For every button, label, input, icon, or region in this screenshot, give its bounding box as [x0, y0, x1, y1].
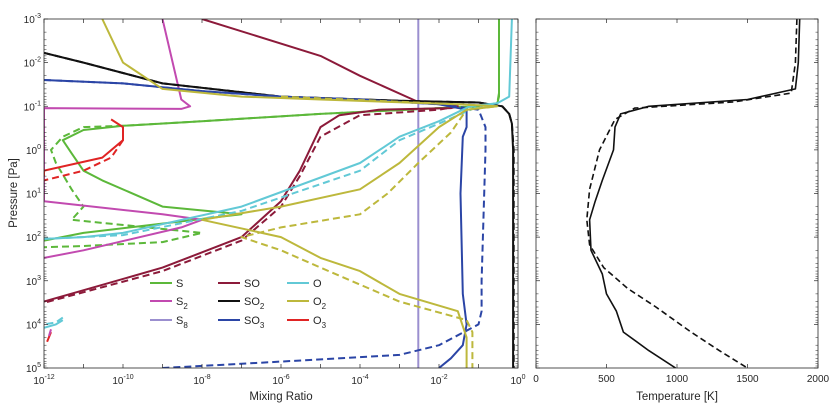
x-tick-label-500: 500 — [598, 374, 615, 385]
temperature-line-dashed — [586, 19, 798, 368]
temperature-panel: 0 500 1000 1500 2000 Temperature [K] — [533, 18, 830, 403]
series-so-dashed-5 — [44, 105, 458, 304]
series-o-dashed-13 — [44, 316, 64, 326]
x-tick-label-1e-8: 10-8 — [193, 374, 210, 387]
legend-label: S — [176, 278, 183, 290]
y-tick-label-1e1: 101 — [26, 188, 41, 201]
series-o2-solid-14 — [101, 19, 499, 368]
x-tick-label-1500: 1500 — [736, 374, 759, 385]
legend-item-so3: SO3 — [218, 315, 265, 330]
y-tick-label-1e3: 103 — [26, 275, 41, 288]
x-tick-label-2000: 2000 — [807, 374, 830, 385]
y-axis-label-pressure: Pressure [Pa] — [8, 158, 20, 228]
legend-label: O — [313, 278, 322, 290]
legend-item-so: SO — [218, 278, 260, 290]
left-ticks: 10-12 10-10 10-8 10-6 10-4 10-2 100 10-3 10-2 10-… — [24, 13, 526, 387]
temperature-series — [586, 19, 801, 368]
x-tick-label-1e-6: 10-6 — [272, 374, 289, 387]
legend-label: SO2 — [244, 296, 265, 311]
x-axis-label-mixing-ratio: Mixing Ratio — [249, 391, 312, 403]
y-tick-label-1e-3: 10-3 — [24, 13, 41, 26]
x-tick-label-0: 0 — [533, 374, 539, 385]
y-tick-label-1e2: 102 — [26, 231, 41, 244]
x-axis-label-temperature: Temperature [K] — [636, 391, 718, 403]
mixing-ratio-panel: 10-12 10-10 10-8 10-6 10-4 10-2 100 10-3 10-2 10-… — [8, 13, 526, 403]
series-s2-solid-2 — [44, 19, 203, 259]
x-tick-label-1e-2: 10-2 — [430, 374, 447, 387]
y-tick-label-1e5: 105 — [26, 362, 41, 375]
x-tick-label-1e-12: 10-12 — [33, 374, 54, 387]
legend-label: SO3 — [244, 315, 265, 330]
legend-label: O3 — [313, 315, 327, 330]
series-so2-solid-6 — [44, 51, 515, 368]
series-o-solid-12 — [44, 319, 64, 329]
legend-item-so2: SO2 — [218, 296, 265, 311]
legend-label: S2 — [176, 296, 188, 311]
legend-item-s: S — [150, 278, 183, 290]
series-o3-dashed-17 — [44, 139, 124, 182]
x-tick-label-1e0: 100 — [510, 374, 525, 387]
series-o-solid-10 — [44, 19, 513, 240]
mixing-ratio-series — [44, 19, 515, 368]
series-s2-dashed-19 — [47, 329, 52, 338]
series-so3-dashed-9 — [44, 79, 487, 368]
series-o2-dashed-15 — [240, 95, 499, 368]
x-tick-label-1e-10: 10-10 — [112, 374, 133, 387]
y-tick-label-1e4: 104 — [26, 318, 41, 331]
x-tick-label-1e-4: 10-4 — [351, 374, 368, 387]
series-s-dashed-1 — [44, 92, 500, 249]
temperature-line-solid — [588, 19, 801, 368]
legend-label: SO — [244, 278, 260, 290]
y-tick-label-1e0: 100 — [26, 144, 41, 157]
y-tick-label-1e-1: 10-1 — [24, 100, 41, 113]
legend-label: O2 — [313, 296, 327, 311]
legend-item-o2: O2 — [287, 296, 327, 311]
series-so3-solid-8 — [44, 79, 468, 368]
legend-item-o3: O3 — [287, 315, 327, 330]
legend-label: S8 — [176, 315, 188, 330]
legend-item-s8: S8 — [150, 315, 188, 330]
series-so-solid-4 — [44, 19, 459, 303]
legend-item-o: O — [287, 278, 322, 290]
legend-item-s2: S2 — [150, 296, 188, 311]
y-tick-label-1e-2: 10-2 — [24, 57, 41, 70]
legend: S S2 S8 SO SO2 SO3 O O2 O3 — [150, 278, 327, 330]
x-tick-label-1000: 1000 — [666, 374, 689, 385]
right-ticks: 0 500 1000 1500 2000 — [533, 18, 830, 385]
series-o3-solid-16 — [44, 118, 124, 177]
